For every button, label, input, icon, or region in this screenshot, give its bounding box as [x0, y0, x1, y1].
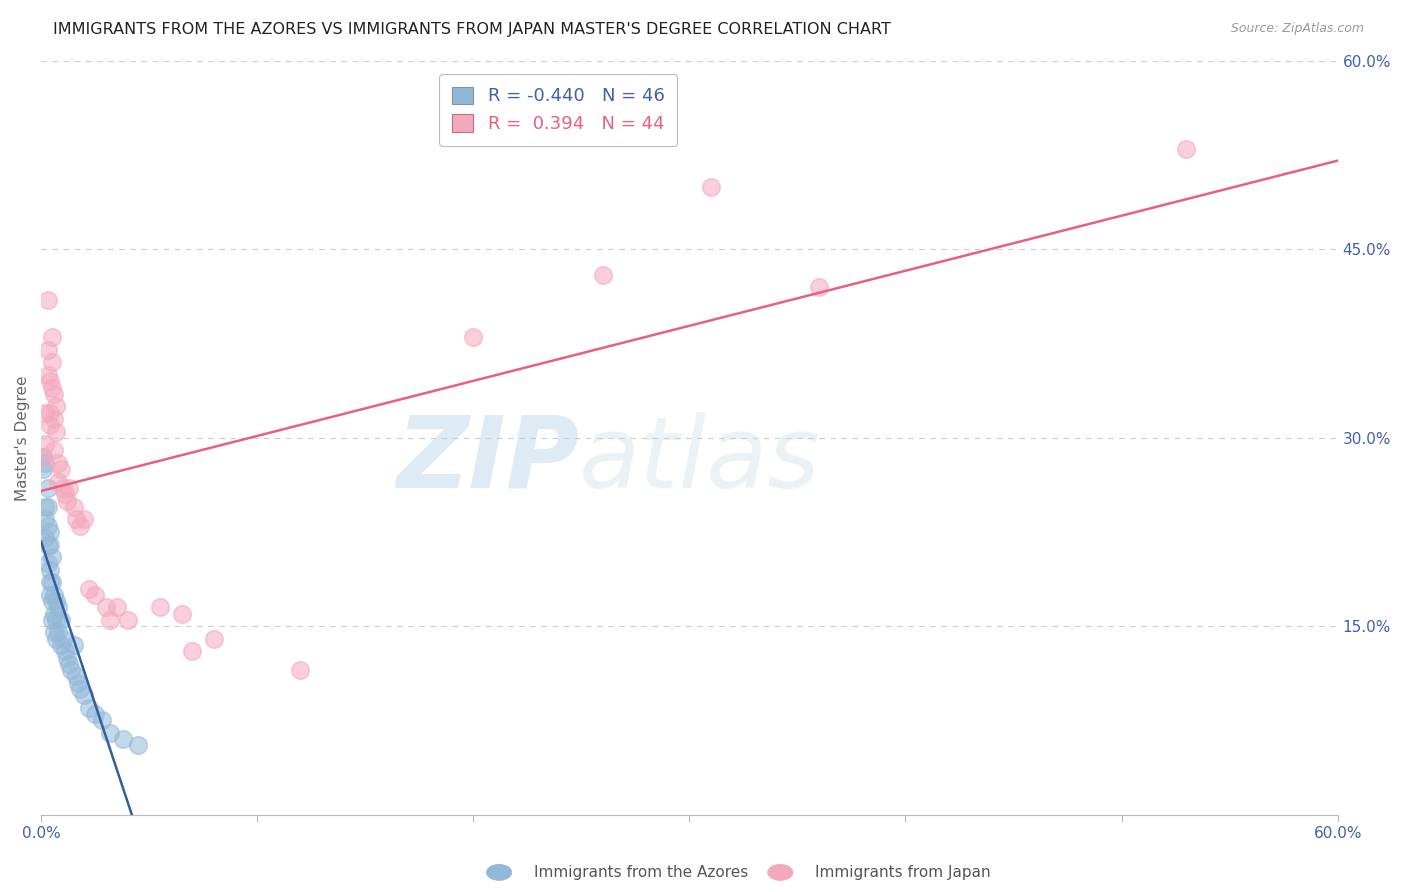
Point [42, 607, 65, 621]
Point [53, 487, 76, 501]
Point [112, 732, 135, 747]
Point [56, 493, 79, 508]
Point [34, 437, 56, 451]
Point [98, 613, 121, 627]
Point [65, 512, 87, 526]
Point [45, 613, 67, 627]
Point [77, 700, 100, 714]
Point [463, 330, 485, 344]
Point [56, 650, 79, 665]
Point [34, 456, 56, 470]
Point [127, 739, 149, 753]
Point [37, 518, 59, 533]
Point [808, 280, 831, 294]
Point [38, 406, 60, 420]
Point [38, 588, 60, 602]
Text: atlas: atlas [579, 412, 821, 509]
Point [38, 537, 60, 551]
Point [94, 600, 117, 615]
Point [58, 481, 80, 495]
Legend: R = -0.440   N = 46, R =  0.394   N = 44: R = -0.440 N = 46, R = 0.394 N = 44 [439, 74, 678, 146]
Point [41, 613, 63, 627]
Point [41, 355, 63, 369]
Point [45, 400, 67, 414]
Point [149, 600, 172, 615]
Point [45, 594, 67, 608]
Point [41, 330, 63, 344]
Point [53, 644, 76, 658]
Point [73, 512, 96, 526]
Y-axis label: Master's Degree: Master's Degree [15, 375, 30, 500]
Point [34, 406, 56, 420]
Point [37, 293, 59, 307]
Point [290, 663, 312, 677]
Text: Immigrants from the Azores: Immigrants from the Azores [534, 865, 748, 880]
Point [37, 557, 59, 571]
Point [77, 582, 100, 596]
Point [32, 450, 55, 464]
Point [42, 412, 65, 426]
Point [202, 632, 225, 646]
Point [42, 387, 65, 401]
Point [38, 418, 60, 433]
Point [32, 450, 55, 464]
Point [38, 524, 60, 539]
Point [73, 688, 96, 702]
Point [45, 425, 67, 439]
Point [52, 481, 75, 495]
Point [49, 638, 72, 652]
Point [90, 714, 112, 728]
Point [34, 512, 56, 526]
Point [34, 500, 56, 514]
Point [38, 563, 60, 577]
Point [84, 588, 107, 602]
Point [65, 669, 87, 683]
Text: Source: ZipAtlas.com: Source: ZipAtlas.com [1230, 22, 1364, 36]
Point [37, 500, 59, 514]
Point [37, 343, 59, 357]
Text: ZIP: ZIP [396, 412, 579, 509]
Point [49, 613, 72, 627]
Point [60, 663, 83, 677]
Point [181, 644, 204, 658]
Point [41, 575, 63, 590]
Point [52, 632, 75, 646]
Point [41, 381, 63, 395]
Point [38, 374, 60, 388]
Point [37, 537, 59, 551]
Point [69, 518, 91, 533]
Point [1175, 142, 1198, 156]
Point [42, 588, 65, 602]
Point [48, 475, 70, 489]
Point [66, 675, 89, 690]
Point [98, 726, 121, 740]
Point [592, 268, 614, 282]
Point [48, 456, 70, 470]
Point [37, 368, 59, 382]
Point [45, 632, 67, 646]
Point [37, 481, 59, 495]
Point [62, 500, 84, 514]
Point [32, 462, 55, 476]
Point [38, 575, 60, 590]
Point [42, 443, 65, 458]
Point [48, 625, 70, 640]
Point [105, 600, 128, 615]
Point [41, 550, 63, 565]
Point [49, 462, 72, 476]
Point [62, 638, 84, 652]
Point [41, 594, 63, 608]
Point [117, 613, 139, 627]
Text: Immigrants from Japan: Immigrants from Japan [815, 865, 991, 880]
Point [58, 657, 80, 671]
Point [42, 625, 65, 640]
Point [700, 179, 723, 194]
Point [84, 707, 107, 722]
Point [48, 600, 70, 615]
Text: IMMIGRANTS FROM THE AZORES VS IMMIGRANTS FROM JAPAN MASTER'S DEGREE CORRELATION : IMMIGRANTS FROM THE AZORES VS IMMIGRANTS… [53, 22, 891, 37]
Point [69, 681, 91, 696]
Point [34, 531, 56, 545]
Point [170, 607, 193, 621]
